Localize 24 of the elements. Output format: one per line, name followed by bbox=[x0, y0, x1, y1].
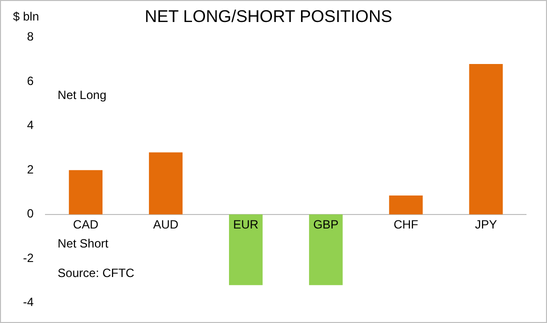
annotation: Net Short bbox=[58, 236, 110, 251]
bar bbox=[469, 64, 503, 214]
bar bbox=[68, 170, 103, 214]
bar bbox=[389, 196, 423, 214]
y-axis-title: $ bln bbox=[13, 9, 40, 24]
y-tick-label: -4 bbox=[23, 295, 34, 310]
x-tick-label: AUD bbox=[153, 218, 179, 232]
x-tick-label: GBP bbox=[313, 218, 339, 232]
bar bbox=[148, 152, 183, 214]
y-tick-label: -2 bbox=[23, 250, 34, 265]
x-tick-label: JPY bbox=[474, 218, 497, 232]
x-tick-label: CAD bbox=[73, 218, 99, 232]
x-tick-label: CHF bbox=[394, 218, 418, 232]
y-tick-label: 4 bbox=[26, 118, 34, 132]
y-tick-label: 6 bbox=[26, 74, 34, 88]
y-tick-label: 8 bbox=[26, 30, 34, 44]
bar bbox=[228, 214, 263, 286]
bar bbox=[309, 214, 343, 286]
annotation: Net Long bbox=[58, 88, 106, 102]
chart-title: NET LONG/SHORT POSITIONS bbox=[144, 6, 392, 26]
annotation: Source: CFTC bbox=[58, 266, 135, 280]
x-tick-label: EUR bbox=[233, 218, 259, 232]
y-tick-label: 2 bbox=[26, 162, 34, 176]
y-tick-label: 0 bbox=[26, 206, 34, 221]
